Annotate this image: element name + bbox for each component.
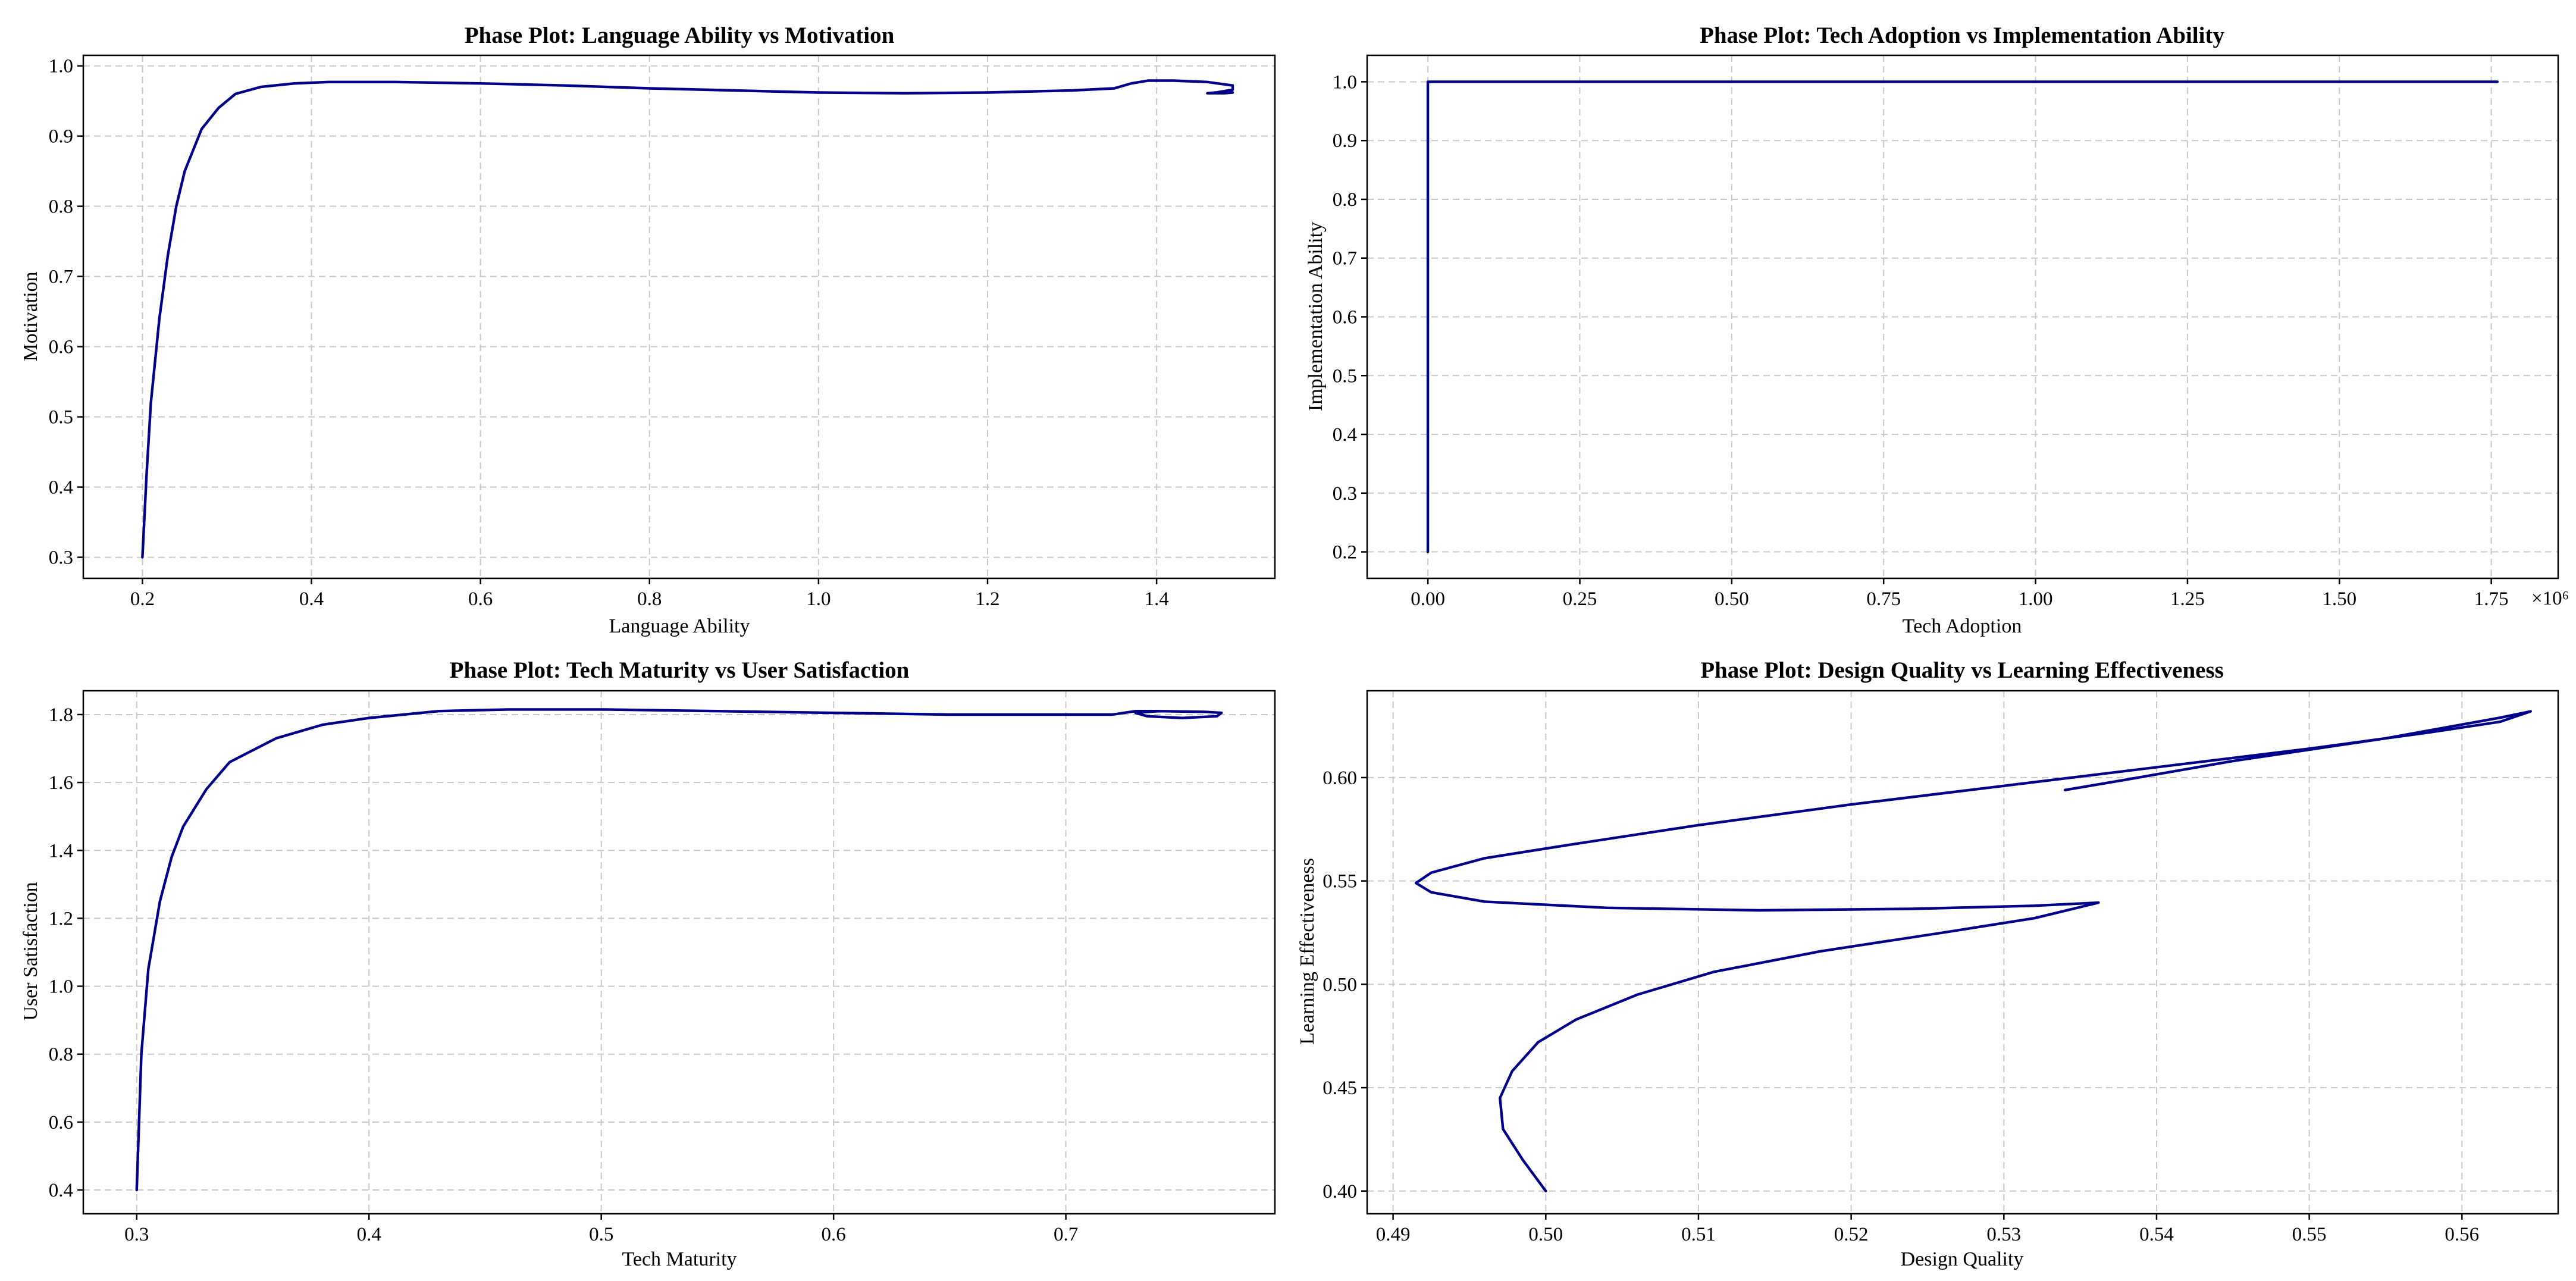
x-axis-offset-label: ×10⁶ <box>2531 588 2569 609</box>
y-tick-label: 0.8 <box>1333 189 1357 211</box>
y-tick-label: 1.0 <box>49 976 73 998</box>
x-tick-label: 0.49 <box>1376 1224 1411 1245</box>
y-tick-label: 1.0 <box>49 56 73 77</box>
y-tick-label: 0.55 <box>1323 871 1357 892</box>
x-tick-label: 0.50 <box>1715 588 1749 610</box>
y-tick-label: 1.6 <box>49 772 73 794</box>
y-tick-label: 0.6 <box>1333 307 1357 328</box>
y-axis-label: Learning Effectiveness <box>1296 858 1318 1045</box>
x-tick-label: 0.52 <box>1834 1224 1869 1245</box>
x-tick-label: 0.00 <box>1411 588 1445 610</box>
series-line-0 <box>1414 710 2532 1193</box>
y-tick-label: 0.45 <box>1323 1078 1357 1099</box>
panel-title: Phase Plot: Design Quality vs Learning E… <box>1700 657 2224 683</box>
y-tick-label: 0.7 <box>1333 248 1357 270</box>
panel-title: Phase Plot: Language Ability vs Motivati… <box>465 23 895 48</box>
y-tick-label: 0.4 <box>1333 424 1357 446</box>
series-line-0 <box>135 708 1223 1192</box>
x-axis-label: Design Quality <box>1901 1248 2024 1270</box>
series-line-0 <box>141 79 1234 559</box>
x-tick-label: 1.50 <box>2322 588 2356 610</box>
series-line-0 <box>1426 80 2499 553</box>
y-tick-label: 0.6 <box>49 337 73 358</box>
panel-design-quality-vs-learning: Phase Plot: Design Quality vs Learning E… <box>1296 657 2559 1270</box>
y-tick-label: 0.4 <box>49 477 73 499</box>
plot-frame <box>82 54 1276 580</box>
x-tick-label: 0.51 <box>1681 1224 1716 1245</box>
x-tick-label: 0.3 <box>124 1224 149 1245</box>
y-tick-label: 0.5 <box>1333 365 1357 387</box>
y-tick-label: 0.2 <box>1333 542 1357 563</box>
y-axis-label: Motivation <box>20 271 42 361</box>
panel-tech-maturity-vs-satisfaction: Phase Plot: Tech Maturity vs User Satisf… <box>20 657 1276 1270</box>
x-tick-label: 0.7 <box>1054 1224 1078 1245</box>
y-tick-label: 0.8 <box>49 1044 73 1066</box>
x-tick-label: 0.25 <box>1563 588 1597 610</box>
x-tick-label: 0.56 <box>2445 1224 2479 1245</box>
plot-frame <box>82 690 1276 1215</box>
y-tick-label: 1.8 <box>49 704 73 726</box>
x-tick-label: 0.53 <box>1986 1224 2021 1245</box>
y-tick-label: 0.50 <box>1323 974 1357 995</box>
panel-language-vs-motivation: Phase Plot: Language Ability vs Motivati… <box>20 23 1276 637</box>
plot-frame <box>1366 690 2559 1215</box>
x-tick-label: 0.6 <box>468 588 493 610</box>
y-tick-label: 0.3 <box>1333 483 1357 505</box>
y-tick-label: 0.6 <box>49 1112 73 1133</box>
x-tick-label: 0.6 <box>822 1224 846 1245</box>
x-tick-label: 1.4 <box>1144 588 1168 610</box>
y-tick-label: 1.0 <box>1333 71 1357 93</box>
y-tick-label: 0.9 <box>1333 130 1357 152</box>
x-tick-label: 0.5 <box>589 1224 613 1245</box>
x-tick-label: 0.54 <box>2139 1224 2174 1245</box>
y-tick-label: 1.4 <box>49 840 73 862</box>
y-tick-label: 0.4 <box>49 1180 73 1201</box>
panel-tech-adoption-vs-implementation: Phase Plot: Tech Adoption vs Implementat… <box>1305 23 2569 637</box>
y-tick-label: 0.5 <box>49 407 73 428</box>
y-axis-label: Implementation Ability <box>1305 222 1327 411</box>
y-tick-label: 0.3 <box>49 547 73 569</box>
x-tick-label: 0.4 <box>299 588 324 610</box>
x-tick-label: 0.50 <box>1528 1224 1563 1245</box>
x-axis-label: Language Ability <box>609 615 750 637</box>
x-tick-label: 1.00 <box>2019 588 2053 610</box>
x-axis-label: Tech Maturity <box>622 1248 737 1270</box>
x-tick-label: 0.4 <box>357 1224 381 1245</box>
x-tick-label: 1.25 <box>2170 588 2205 610</box>
y-tick-label: 0.7 <box>49 267 73 288</box>
x-tick-label: 0.55 <box>2292 1224 2327 1245</box>
x-axis-label: Tech Adoption <box>1903 615 2022 637</box>
x-tick-label: 0.2 <box>130 588 155 610</box>
y-tick-label: 0.40 <box>1323 1181 1357 1202</box>
y-tick-label: 1.2 <box>49 908 73 929</box>
y-tick-label: 0.9 <box>49 126 73 148</box>
x-tick-label: 1.0 <box>806 588 831 610</box>
x-tick-label: 0.75 <box>1866 588 1901 610</box>
panel-title: Phase Plot: Tech Maturity vs User Satisf… <box>450 657 910 683</box>
x-tick-label: 1.75 <box>2474 588 2509 610</box>
panel-title: Phase Plot: Tech Adoption vs Implementat… <box>1700 23 2224 48</box>
x-tick-label: 1.2 <box>975 588 999 610</box>
y-axis-label: User Satisfaction <box>20 882 42 1020</box>
y-tick-label: 0.60 <box>1323 768 1357 789</box>
y-tick-label: 0.8 <box>49 196 73 218</box>
x-tick-label: 0.8 <box>637 588 662 610</box>
